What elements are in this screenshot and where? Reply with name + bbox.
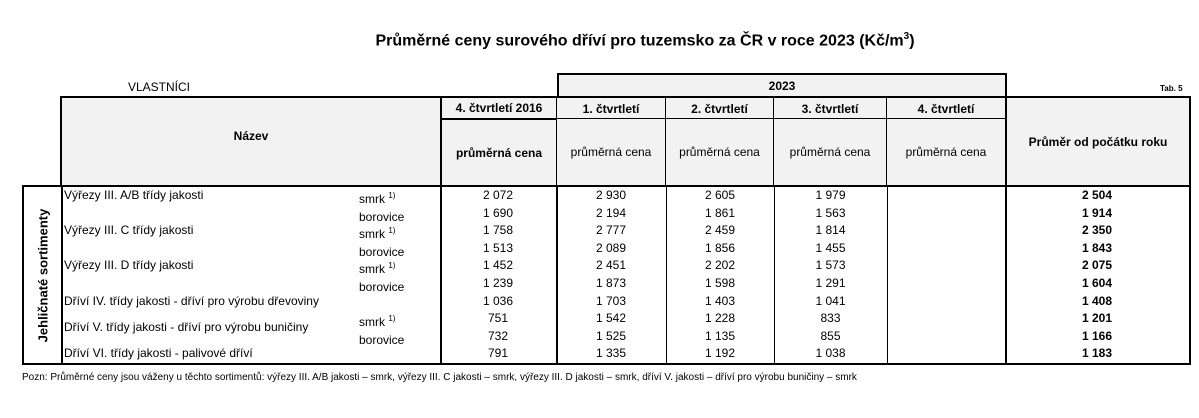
price-value [887, 310, 1005, 328]
header-quarter-2: 2. čtvrtletí [665, 96, 774, 120]
species-label: smrk 1) [359, 226, 396, 242]
table-label: Tab. 5 [1160, 84, 1183, 93]
species-label: smrk 1) [359, 261, 396, 277]
price-value: 1 239 [482, 276, 514, 290]
row-group-name: Dříví IV. třídy jakosti - dříví pro výro… [64, 293, 319, 308]
price-value: 1 856 [704, 240, 736, 255]
average-value: 2 075 [1081, 258, 1113, 273]
average-value: 2 504 [1081, 188, 1113, 202]
header-sub-quarter-4: průměrná cena [886, 118, 1006, 187]
price-value: 1 036 [482, 293, 514, 308]
price-value: 1 525 [595, 328, 627, 343]
price-value: 2 202 [704, 258, 736, 273]
average-value: 1 604 [1081, 276, 1113, 290]
price-value: 1 979 [815, 188, 846, 202]
header-col-2016: 4. čtvrtletí 2016 [440, 96, 558, 120]
price-value: 1 038 [815, 346, 846, 361]
species-label: borovice [359, 332, 405, 347]
price-value: 1 335 [595, 346, 627, 361]
price-value: 1 513 [482, 240, 514, 255]
side-label: Jehličnaté sortimenty [35, 208, 51, 342]
price-value: 2 451 [595, 258, 627, 273]
price-value [887, 328, 1005, 346]
price-value: 1 563 [815, 205, 846, 220]
price-value: 2 072 [482, 188, 514, 202]
price-value: 2 089 [595, 240, 627, 255]
row-group-name: Výřezy III. D třídy jakosti [64, 258, 194, 273]
header-sub-2016: průměrná cena [440, 118, 558, 187]
page-title: Průměrné ceny surového dříví pro tuzemsk… [375, 31, 915, 50]
average-value: 1 843 [1081, 240, 1113, 255]
average-value: 1 166 [1081, 328, 1113, 343]
average-value: 1 914 [1081, 205, 1113, 220]
species-label: smrk 1) [359, 314, 396, 330]
price-value: 1 814 [815, 223, 846, 238]
header-sub-quarter-3: průměrná cena [773, 118, 887, 187]
price-value [887, 345, 1005, 363]
price-value: 1 452 [482, 258, 514, 273]
row-group-name: Dříví V. třídy jakosti - dříví pro výrob… [64, 320, 309, 334]
price-value: 1 542 [595, 311, 627, 326]
price-value [887, 257, 1005, 275]
price-value: 1 192 [704, 346, 736, 361]
header-quarter-3: 3. čtvrtletí [773, 96, 887, 120]
row-group-name: Výřezy III. A/B třídy jakosti [64, 188, 204, 202]
header-quarter-4: 4. čtvrtletí [886, 96, 1006, 120]
header-sub-quarter-1: průměrná cena [556, 118, 666, 187]
price-value: 1 598 [704, 276, 736, 290]
price-value: 1 135 [704, 328, 736, 343]
price-value: 833 [820, 311, 841, 326]
price-value: 2 930 [595, 188, 627, 202]
price-value [887, 293, 1005, 311]
price-value: 1 861 [704, 205, 736, 220]
price-value [887, 222, 1005, 240]
price-value: 2 777 [595, 223, 627, 238]
price-value: 1 573 [815, 258, 846, 273]
price-value: 1 873 [595, 276, 627, 290]
price-value [887, 275, 1005, 293]
price-value: 1 703 [595, 293, 627, 308]
average-value: 1 201 [1081, 311, 1113, 326]
header-quarter-1: 1. čtvrtletí [556, 96, 666, 120]
price-value: 1 455 [815, 240, 846, 255]
average-value: 1 183 [1081, 346, 1113, 361]
header-year-2023: 2023 [557, 73, 1007, 98]
price-value: 1 758 [482, 223, 514, 238]
price-value: 1 403 [704, 293, 736, 308]
species-label: smrk 1) [359, 191, 396, 206]
price-value: 732 [487, 328, 509, 343]
data-table-body: Jehličnaté sortimenty Výřezy III. A/B tř… [22, 185, 1191, 365]
footnote: Pozn: Průměrné ceny jsou váženy u těchto… [22, 372, 857, 383]
header-sub-quarter-2: průměrná cena [665, 118, 774, 187]
row-group-name: Dříví VI. třídy jakosti - palivové dříví [64, 346, 253, 361]
price-value: 855 [820, 328, 841, 343]
header-name: Název [60, 96, 442, 187]
price-value [887, 187, 1005, 205]
price-value: 1 690 [482, 205, 514, 220]
price-value [887, 240, 1005, 258]
average-value: 2 350 [1081, 223, 1113, 238]
price-value [887, 205, 1005, 223]
price-value: 751 [487, 311, 509, 326]
header-average: Průměr od počátku roku [1005, 96, 1191, 187]
price-value: 2 605 [704, 188, 736, 202]
species-label: borovice [359, 280, 405, 294]
price-value: 2 194 [595, 205, 627, 220]
average-value: 1 408 [1081, 293, 1113, 308]
price-value: 1 291 [815, 276, 846, 290]
price-value: 1 041 [815, 293, 846, 308]
row-group-name: Výřezy III. C třídy jakosti [64, 223, 194, 238]
species-label: borovice [359, 244, 405, 259]
owner-label: VLASTNÍCI [128, 80, 191, 94]
price-value: 791 [487, 346, 509, 361]
price-value: 2 459 [704, 223, 736, 238]
price-value: 1 228 [704, 311, 736, 326]
species-label: borovice [359, 209, 405, 224]
